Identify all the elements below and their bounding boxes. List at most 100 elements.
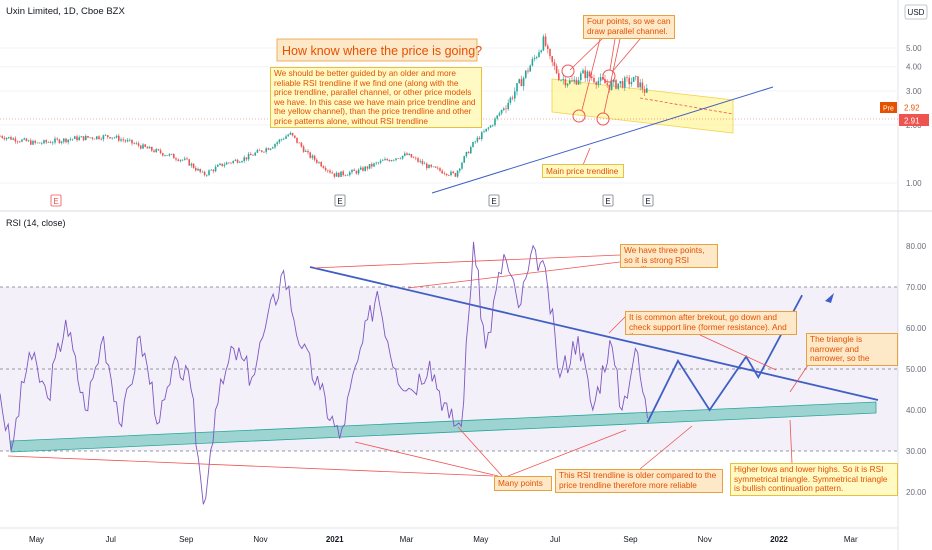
candle-body <box>478 137 481 139</box>
rsi-annotation-arrows <box>7 254 809 477</box>
candle-body <box>635 76 637 78</box>
rsi-projection-path[interactable] <box>646 294 803 423</box>
higher-lows-note[interactable]: Higher lows and lower highs. So it is RS… <box>730 463 898 497</box>
earnings-marker[interactable] <box>334 194 346 207</box>
candle-body <box>91 137 94 139</box>
candle-body <box>276 142 278 145</box>
pre-value-box <box>899 101 929 113</box>
candle-body <box>538 52 540 57</box>
candle-body <box>639 82 641 88</box>
candle-body <box>366 166 369 169</box>
time-tick-label: May <box>473 535 488 544</box>
candle-body <box>617 83 619 89</box>
candle-body <box>571 80 573 82</box>
candle-body <box>309 152 311 158</box>
main-price-trendline[interactable] <box>431 86 774 194</box>
candle-body <box>272 147 274 149</box>
time-tick-label: 2022 <box>770 535 788 544</box>
candle-body <box>443 173 446 174</box>
candle-body <box>148 146 151 149</box>
candle-body <box>313 155 316 160</box>
candle-body <box>591 76 593 78</box>
earnings-marker[interactable] <box>488 194 500 207</box>
many-points-note[interactable]: Many points <box>494 476 552 491</box>
candle-body <box>291 132 294 136</box>
candle-body <box>507 102 509 109</box>
candle-body <box>542 36 545 51</box>
candle-body <box>540 50 542 53</box>
candle-body <box>107 135 109 138</box>
candle-body <box>261 150 263 152</box>
candle-body <box>173 154 175 159</box>
candle-body <box>459 168 461 171</box>
rsi-tick-label: 30.00 <box>906 447 927 456</box>
currency-badge[interactable] <box>904 4 928 20</box>
time-tick-label: Mar <box>844 535 858 544</box>
candle-body <box>241 161 243 163</box>
candle-body <box>280 139 283 140</box>
candle-body <box>580 73 582 81</box>
candle-body <box>421 160 424 164</box>
candle-body <box>371 164 373 167</box>
candle-body <box>151 146 153 151</box>
four-points-note[interactable]: Four points, so we can draw parallel cha… <box>583 15 675 40</box>
time-tick-label: Mar <box>400 535 414 544</box>
earnings-marker[interactable] <box>642 194 654 207</box>
candle-body <box>302 146 305 152</box>
candle-body <box>254 152 256 156</box>
channel-midline[interactable] <box>639 97 734 115</box>
main-trendline-note[interactable]: Main price trendline <box>542 164 624 178</box>
candle-body <box>463 156 465 163</box>
triangle-narrow-note[interactable]: The triangle is narrower and narrower, s… <box>806 333 898 367</box>
title-note-box[interactable] <box>276 38 478 62</box>
candle-body <box>71 138 74 140</box>
after-breakout-note[interactable]: It is common after brekout, go down and … <box>625 311 797 336</box>
candle-body <box>351 169 353 173</box>
candle-body <box>265 148 267 152</box>
three-points-note[interactable]: We have three points, so it is strong RS… <box>620 244 718 269</box>
candle-body <box>287 134 289 137</box>
candle-body <box>274 144 276 148</box>
candle-body <box>562 79 564 80</box>
candle-body <box>575 79 578 85</box>
candle-body <box>496 115 498 119</box>
candle-body <box>472 142 474 148</box>
candle-body <box>626 77 628 79</box>
rsi-resistance-trendline[interactable] <box>309 266 879 401</box>
candle-body <box>230 162 232 164</box>
last-price-box <box>899 114 929 126</box>
candle-body <box>177 159 179 161</box>
candle-body <box>342 171 344 176</box>
rsi-axis[interactable]: 20.00 30.00 40.00 50.00 60.00 70.00 80.00 <box>906 242 927 497</box>
candle-body <box>485 128 487 132</box>
candle-body <box>221 163 223 166</box>
main-note[interactable]: We should be better guided by an older a… <box>270 67 482 130</box>
candle-body <box>476 137 479 142</box>
candle-body <box>364 166 366 171</box>
earnings-marker[interactable] <box>602 194 614 207</box>
candle-body <box>346 175 349 176</box>
candle-body <box>498 113 501 116</box>
candle-body <box>593 77 595 83</box>
candle-body <box>582 70 584 74</box>
candle-body <box>170 154 173 155</box>
yellow-parallel-channel[interactable] <box>551 78 734 134</box>
price-tick-label: 5.00 <box>906 44 922 53</box>
earnings-marker[interactable] <box>50 194 62 207</box>
candle-body <box>159 150 162 154</box>
candle-body <box>362 167 364 171</box>
candle-body <box>333 173 336 177</box>
candle-body <box>551 56 553 63</box>
candle-body <box>250 153 252 156</box>
candle-body <box>624 77 626 88</box>
candle-body <box>527 70 529 72</box>
candle-body <box>186 158 188 160</box>
candle-body <box>382 160 384 161</box>
candle-body <box>318 162 320 163</box>
candle-body <box>140 145 142 149</box>
candle-body <box>49 142 52 144</box>
many-points-text: Many points <box>494 476 552 491</box>
time-axis[interactable]: May Jul Sep Nov 2021 Mar May Jul Sep Nov 2022 Mar <box>29 535 858 544</box>
candle-body <box>201 171 204 173</box>
older-trendline-note[interactable]: This RSI trendline is older compared to … <box>555 469 723 494</box>
